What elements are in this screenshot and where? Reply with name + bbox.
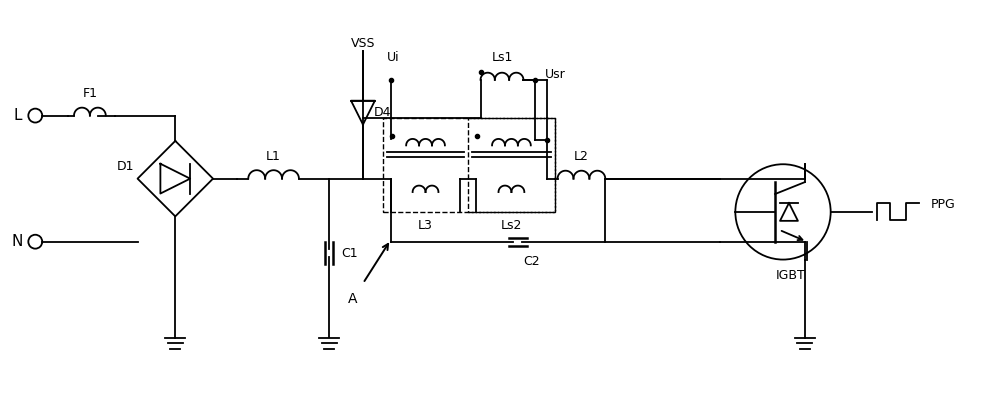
Text: A: A [348,292,358,306]
Text: PPG: PPG [931,198,955,212]
Text: C2: C2 [523,255,540,268]
Bar [383,118,555,212]
Text: VSS: VSS [351,37,375,50]
Text: Ls2: Ls2 [501,219,522,232]
Text: F1: F1 [82,87,97,100]
Text: N: N [12,234,23,249]
Text: Ls1: Ls1 [491,52,513,64]
Text: L1: L1 [266,150,281,163]
Text: D1: D1 [117,160,134,173]
Text: L3: L3 [418,219,433,232]
Bar [468,118,555,212]
Text: Usr: Usr [545,68,566,81]
Text: IGBT: IGBT [776,269,806,282]
Text: L: L [13,108,22,123]
Text: C1: C1 [341,247,357,260]
Text: Ui: Ui [386,52,399,64]
Text: L2: L2 [574,150,589,163]
Text: D4: D4 [374,106,392,119]
